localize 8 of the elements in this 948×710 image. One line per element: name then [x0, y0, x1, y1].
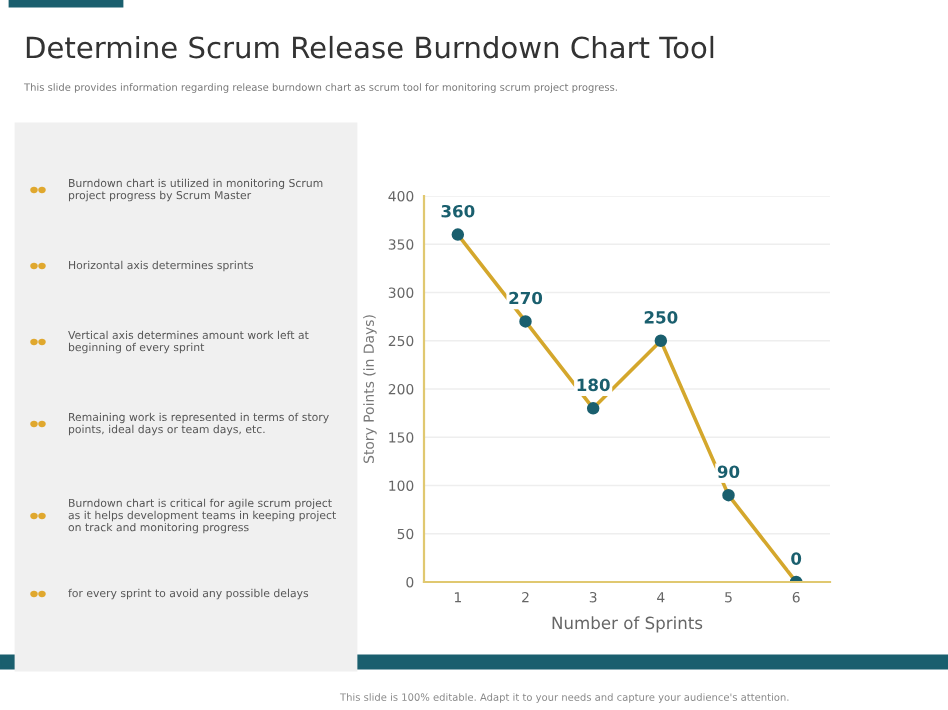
- data-label: 250: [644, 311, 678, 324]
- data-label: 0: [791, 552, 802, 565]
- data-label: 180: [577, 378, 610, 392]
- data-label: 270: [509, 291, 543, 305]
- chart-title: Determine Scrum Release Burndown Chart Tool: [26, 35, 714, 59]
- data-label: 90: [717, 465, 740, 479]
- data-label: 360: [441, 204, 475, 218]
- x-axis-title: Number of Sprints: [552, 616, 703, 633]
